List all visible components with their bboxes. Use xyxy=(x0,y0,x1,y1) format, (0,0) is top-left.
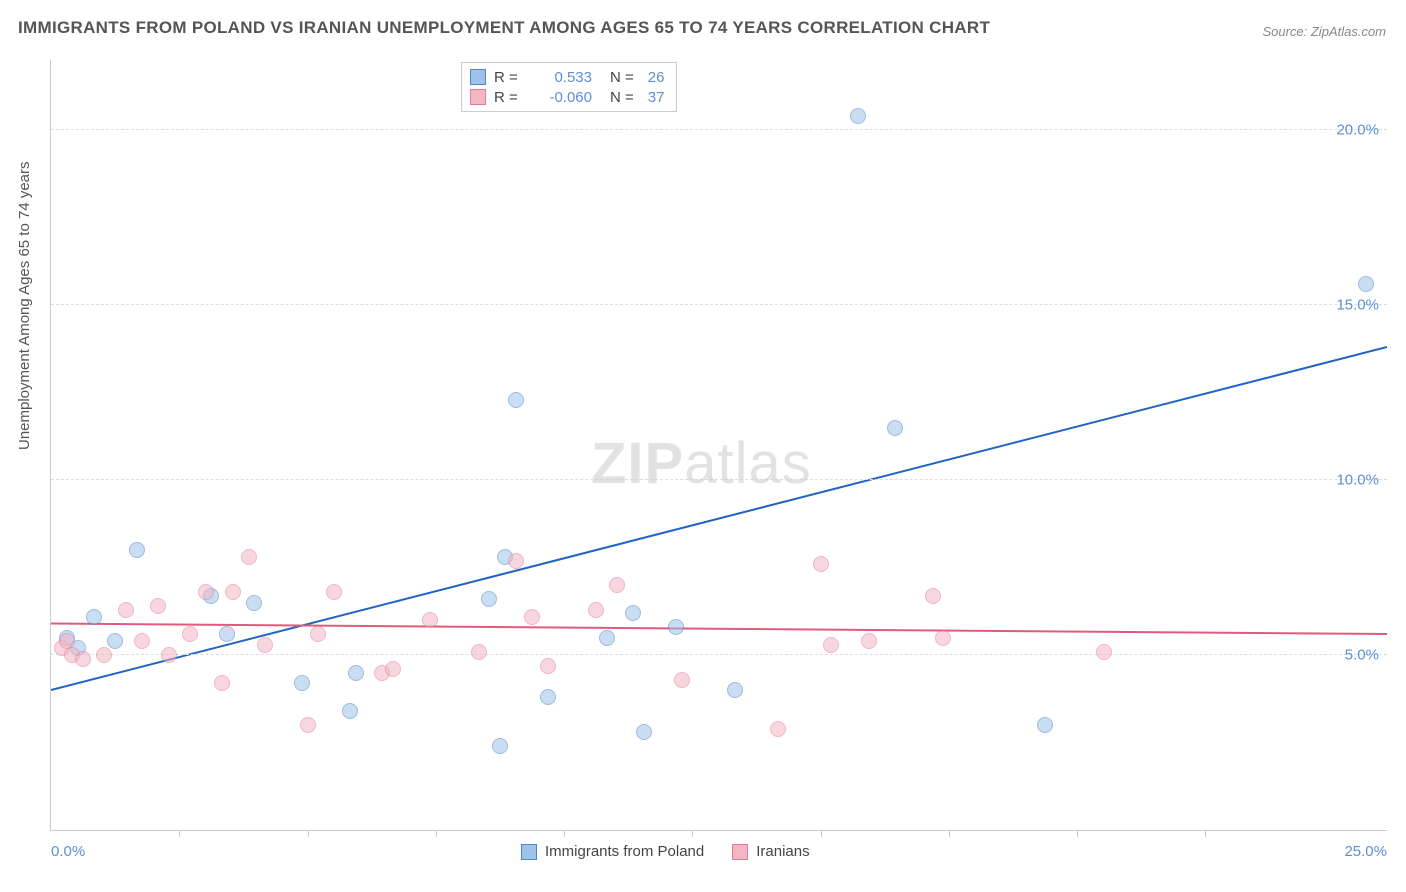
legend-swatch xyxy=(521,844,537,860)
data-point xyxy=(935,630,951,646)
data-point xyxy=(887,420,903,436)
data-point xyxy=(508,553,524,569)
r-value: 0.533 xyxy=(532,69,592,86)
data-point xyxy=(524,609,540,625)
data-point xyxy=(540,658,556,674)
data-point xyxy=(257,637,273,653)
data-point xyxy=(198,584,214,600)
n-value: 26 xyxy=(648,69,665,86)
y-axis-label: Unemployment Among Ages 65 to 74 years xyxy=(16,161,33,450)
x-tick xyxy=(949,830,950,837)
r-value: -0.060 xyxy=(532,89,592,106)
x-tick xyxy=(821,830,822,837)
y-tick-label: 5.0% xyxy=(1345,647,1379,664)
data-point xyxy=(1037,717,1053,733)
data-point xyxy=(588,602,604,618)
data-point xyxy=(118,602,134,618)
data-point xyxy=(636,724,652,740)
legend-item: Iranians xyxy=(732,843,809,860)
data-point xyxy=(219,626,235,642)
data-point xyxy=(150,598,166,614)
data-point xyxy=(1358,276,1374,292)
legend-row: R = 0.533 N = 26 xyxy=(470,67,664,87)
n-label: N = xyxy=(610,89,634,106)
data-point xyxy=(134,633,150,649)
data-point xyxy=(161,647,177,663)
data-point xyxy=(471,644,487,660)
n-value: 37 xyxy=(648,89,665,106)
x-tick xyxy=(1205,830,1206,837)
gridline xyxy=(51,479,1387,480)
data-point xyxy=(385,661,401,677)
x-tick xyxy=(564,830,565,837)
x-tick-min: 0.0% xyxy=(51,843,85,860)
n-label: N = xyxy=(610,69,634,86)
data-point xyxy=(348,665,364,681)
chart-title: IMMIGRANTS FROM POLAND VS IRANIAN UNEMPL… xyxy=(18,18,990,38)
x-tick-max: 25.0% xyxy=(1344,843,1387,860)
r-label: R = xyxy=(494,69,524,86)
data-point xyxy=(294,675,310,691)
x-tick xyxy=(179,830,180,837)
data-point xyxy=(326,584,342,600)
data-point xyxy=(241,549,257,565)
data-point xyxy=(861,633,877,649)
legend-swatch xyxy=(470,89,486,105)
data-point xyxy=(508,392,524,408)
data-point xyxy=(214,675,230,691)
data-point xyxy=(727,682,743,698)
data-point xyxy=(540,689,556,705)
data-point xyxy=(674,672,690,688)
data-point xyxy=(300,717,316,733)
trend-lines xyxy=(51,60,1387,830)
plot-area: ZIPatlas R =0.533N =26R =-0.060N =37 0.0… xyxy=(50,60,1387,831)
data-point xyxy=(813,556,829,572)
data-point xyxy=(96,647,112,663)
data-point xyxy=(246,595,262,611)
data-point xyxy=(225,584,241,600)
legend-swatch xyxy=(470,69,486,85)
data-point xyxy=(609,577,625,593)
data-point xyxy=(182,626,198,642)
source-label: Source: ZipAtlas.com xyxy=(1262,24,1386,39)
y-tick-label: 10.0% xyxy=(1336,472,1379,489)
legend-row: R = -0.060 N = 37 xyxy=(470,87,664,107)
legend-swatch xyxy=(732,844,748,860)
gridline xyxy=(51,129,1387,130)
x-tick xyxy=(308,830,309,837)
data-point xyxy=(925,588,941,604)
trend-line xyxy=(51,624,1387,635)
data-point xyxy=(310,626,326,642)
watermark: ZIPatlas xyxy=(591,430,812,497)
legend-label: Immigrants from Poland xyxy=(545,843,704,860)
y-tick-label: 15.0% xyxy=(1336,297,1379,314)
data-point xyxy=(599,630,615,646)
x-tick xyxy=(692,830,693,837)
data-point xyxy=(850,108,866,124)
data-point xyxy=(625,605,641,621)
gridline xyxy=(51,654,1387,655)
data-point xyxy=(1096,644,1112,660)
data-point xyxy=(481,591,497,607)
trend-line xyxy=(51,347,1387,690)
data-point xyxy=(86,609,102,625)
legend-label: Iranians xyxy=(756,843,809,860)
x-tick xyxy=(1077,830,1078,837)
data-point xyxy=(823,637,839,653)
r-label: R = xyxy=(494,89,524,106)
y-tick-label: 20.0% xyxy=(1336,122,1379,139)
data-point xyxy=(422,612,438,628)
data-point xyxy=(107,633,123,649)
data-point xyxy=(342,703,358,719)
data-point xyxy=(668,619,684,635)
data-point xyxy=(75,651,91,667)
gridline xyxy=(51,304,1387,305)
data-point xyxy=(129,542,145,558)
series-legend: Immigrants from Poland Iranians xyxy=(521,843,810,860)
data-point xyxy=(770,721,786,737)
x-tick xyxy=(436,830,437,837)
legend-item: Immigrants from Poland xyxy=(521,843,704,860)
data-point xyxy=(492,738,508,754)
correlation-legend: R = 0.533 N = 26 R = -0.060 N = 37 xyxy=(461,62,677,112)
